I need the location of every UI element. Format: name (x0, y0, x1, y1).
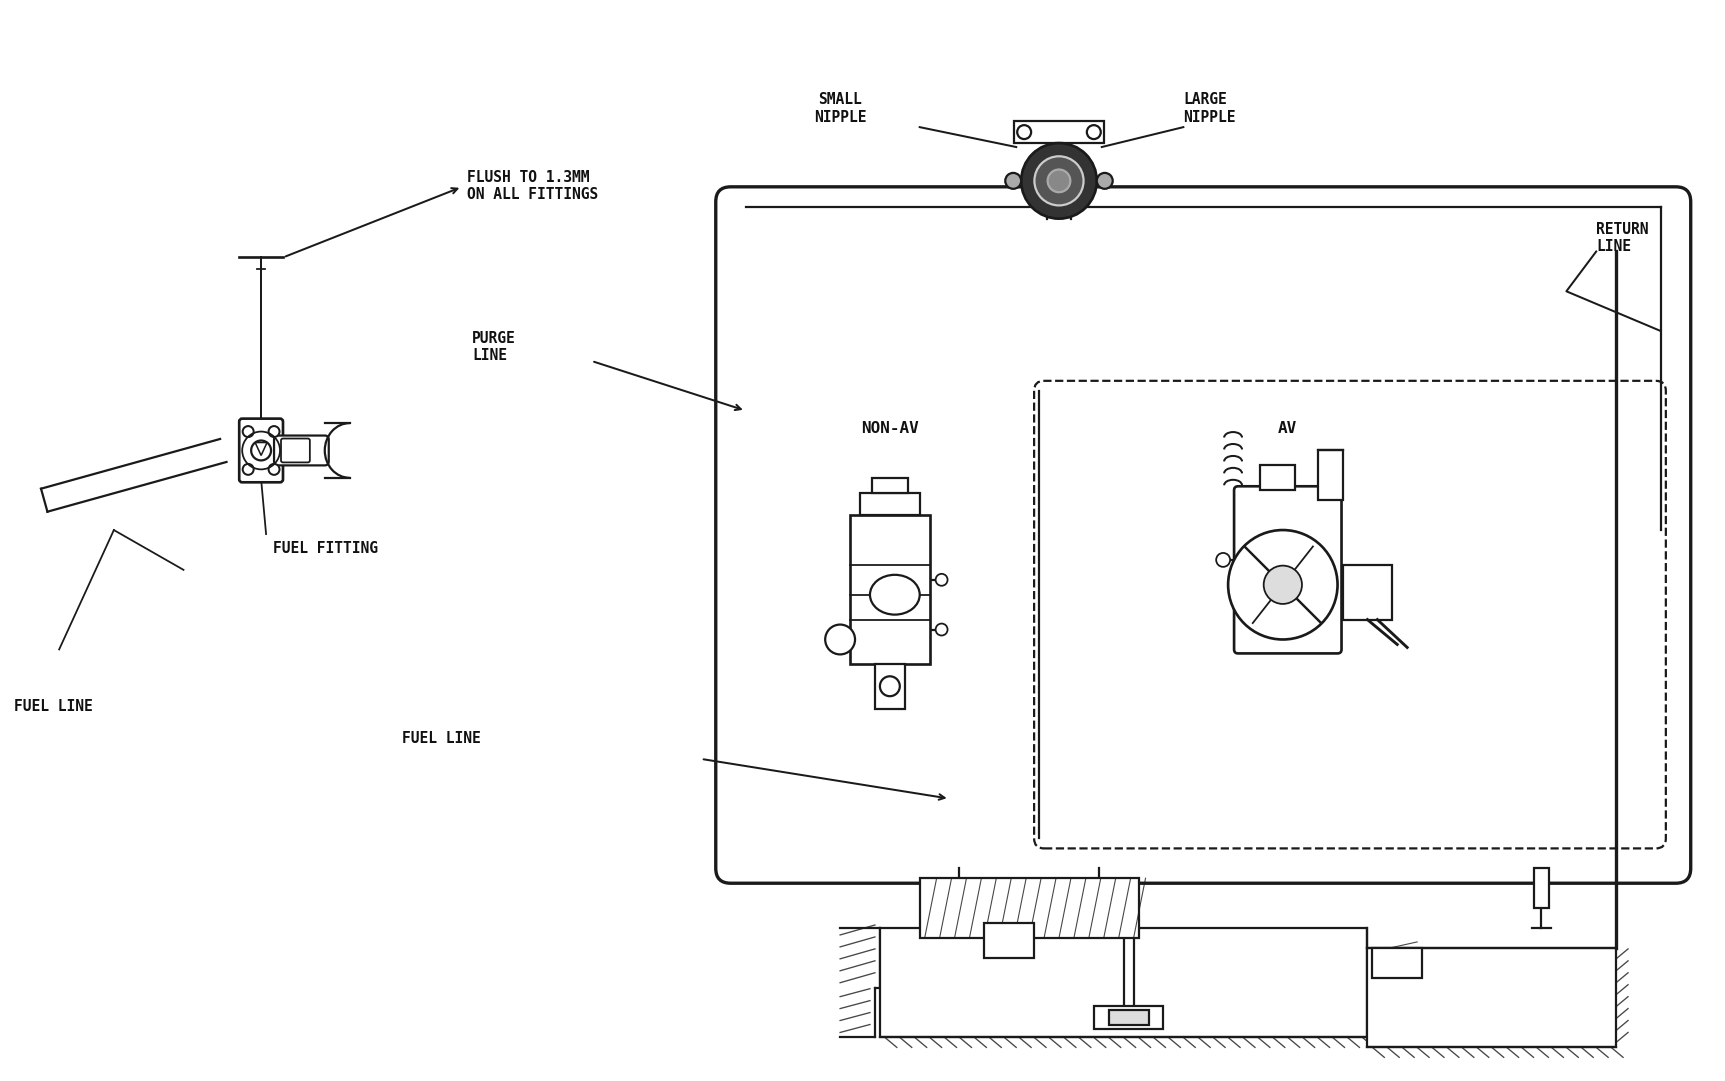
Bar (1318, 451, 1342, 501)
Text: PURGE
LINE: PURGE LINE (473, 331, 516, 363)
Circle shape (1006, 173, 1021, 189)
Bar (1259, 466, 1295, 491)
Bar (1373, 948, 1421, 977)
Circle shape (935, 574, 947, 586)
Ellipse shape (869, 575, 919, 615)
Bar (1368, 948, 1616, 1047)
Bar (1109, 1010, 1149, 1026)
Circle shape (825, 625, 856, 654)
Circle shape (1087, 125, 1101, 139)
FancyBboxPatch shape (1233, 486, 1342, 653)
FancyBboxPatch shape (274, 436, 329, 466)
Text: RETURN
LINE: RETURN LINE (1596, 222, 1649, 254)
Circle shape (935, 624, 947, 636)
Circle shape (243, 426, 254, 437)
Circle shape (243, 464, 254, 475)
Circle shape (880, 677, 900, 696)
Text: FUEL FITTING: FUEL FITTING (273, 540, 378, 556)
Bar (1534, 868, 1549, 908)
FancyBboxPatch shape (240, 418, 283, 482)
Circle shape (252, 441, 271, 461)
Text: NON-AV: NON-AV (861, 421, 919, 436)
Bar (919, 878, 1138, 938)
Circle shape (1035, 157, 1083, 205)
Bar (1342, 565, 1392, 619)
Bar (861, 493, 919, 516)
Text: AV: AV (1278, 421, 1297, 436)
Circle shape (269, 464, 279, 475)
Circle shape (1047, 170, 1070, 192)
Circle shape (1018, 125, 1032, 139)
Text: LARGE
NIPPLE: LARGE NIPPLE (1183, 92, 1235, 124)
Bar (985, 923, 1033, 958)
Bar (850, 516, 930, 665)
Bar (1014, 121, 1104, 143)
Circle shape (1021, 143, 1097, 218)
Text: SMALL
NIPPLE: SMALL NIPPLE (814, 92, 866, 124)
Bar (875, 665, 906, 709)
Text: FLUSH TO 1.3MM
ON ALL FITTINGS: FLUSH TO 1.3MM ON ALL FITTINGS (467, 170, 599, 202)
Bar (880, 927, 1368, 1038)
Text: FUEL LINE: FUEL LINE (402, 732, 481, 747)
Bar (1094, 1005, 1163, 1029)
Circle shape (269, 426, 279, 437)
Circle shape (1216, 553, 1230, 566)
FancyBboxPatch shape (281, 439, 310, 463)
Text: FUEL LINE: FUEL LINE (14, 699, 93, 715)
Circle shape (1228, 530, 1337, 640)
Bar (871, 478, 907, 493)
FancyBboxPatch shape (716, 187, 1690, 883)
Circle shape (1097, 173, 1113, 189)
Circle shape (1264, 565, 1302, 604)
